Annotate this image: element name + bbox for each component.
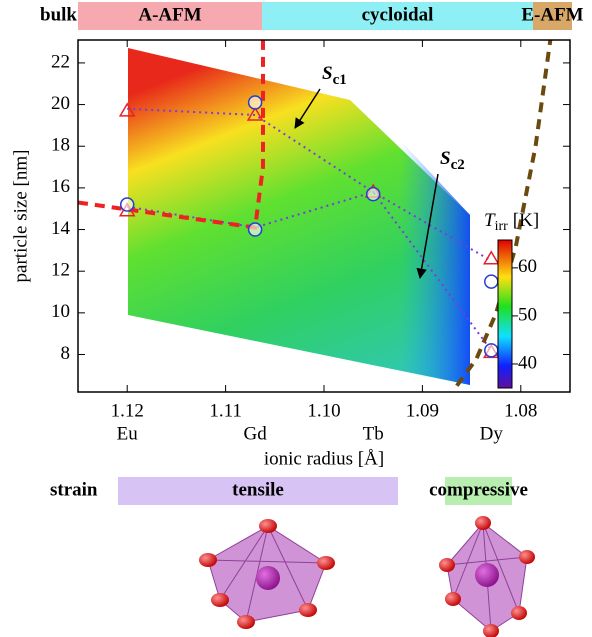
y-tick-label: 12 xyxy=(51,260,70,281)
marker-circle xyxy=(484,343,499,358)
y-tick-label: 8 xyxy=(61,343,71,364)
x-tick-label: 1.10 xyxy=(307,400,340,421)
annotation-sub: c2 xyxy=(451,157,465,173)
element-label: Tb xyxy=(363,423,384,444)
marker-circle xyxy=(247,95,263,110)
y-axis-label: particle size [nm] xyxy=(10,150,31,283)
marker-circle xyxy=(247,222,263,237)
bulk-phase-label: E-AFM xyxy=(521,4,583,25)
annotation-text: S xyxy=(440,148,451,169)
colorbar-label: T xyxy=(484,210,496,231)
octahedron-compressive xyxy=(439,516,535,637)
marker-triangle xyxy=(246,106,264,121)
bulk-phase-label: cycloidal xyxy=(362,4,434,25)
bulk-phase-label: A-AFM xyxy=(138,4,201,25)
series-line xyxy=(127,107,493,351)
x-tick-label: 1.12 xyxy=(111,400,144,421)
series-line xyxy=(77,40,265,230)
marker-circle xyxy=(484,274,499,289)
colorbar xyxy=(497,239,513,389)
y-tick-label: 16 xyxy=(51,176,70,197)
colorbar-tick-label: 40 xyxy=(518,352,537,373)
bulk-label: bulk xyxy=(40,4,77,25)
y-tick-label: 20 xyxy=(51,93,70,114)
annotation-arrow xyxy=(416,173,439,280)
plot-frame xyxy=(77,39,571,393)
colorbar-unit: [K] xyxy=(513,210,539,231)
y-tick-label: 22 xyxy=(51,51,70,72)
marker-circle xyxy=(365,186,381,202)
element-label: Gd xyxy=(244,423,268,444)
bulk-phase xyxy=(533,2,572,30)
heatmap xyxy=(128,48,470,385)
strain-phase xyxy=(445,477,512,505)
series-line xyxy=(455,39,553,387)
octahedron-tensile xyxy=(199,519,335,629)
annotation-arrow xyxy=(294,88,321,129)
colorbar-label: Tirr [K] xyxy=(484,210,539,234)
marker-triangle xyxy=(118,102,136,117)
annotation: Sc2 xyxy=(440,148,465,173)
colorbar-tick-label: 50 xyxy=(518,304,537,325)
annotation: Sc1 xyxy=(322,63,347,88)
y-tick-label: 10 xyxy=(51,301,70,322)
bulk-phase xyxy=(262,2,533,30)
marker-triangle xyxy=(482,250,500,265)
strain-phase-label: compressive xyxy=(429,479,528,500)
annotation-text: S xyxy=(322,63,333,84)
x-tick-label: 1.11 xyxy=(209,400,242,421)
x-tick-label: 1.09 xyxy=(406,400,439,421)
colorbar-tick-label: 60 xyxy=(518,256,537,277)
strain-phase xyxy=(118,477,398,505)
marker-circle xyxy=(119,197,135,212)
y-tick-label: 14 xyxy=(51,218,71,239)
strain-label: strain xyxy=(50,479,98,500)
colorbar-sub: irr xyxy=(495,219,509,234)
element-label: Dy xyxy=(480,423,504,444)
strain-phase-label: tensile xyxy=(232,479,284,500)
bulk-phase xyxy=(78,2,262,30)
element-label: Eu xyxy=(117,423,139,444)
y-tick-label: 18 xyxy=(51,135,70,156)
annotation-sub: c1 xyxy=(333,72,347,88)
x-axis-label: ionic radius [Å] xyxy=(264,448,384,469)
x-tick-label: 1.08 xyxy=(504,400,537,421)
